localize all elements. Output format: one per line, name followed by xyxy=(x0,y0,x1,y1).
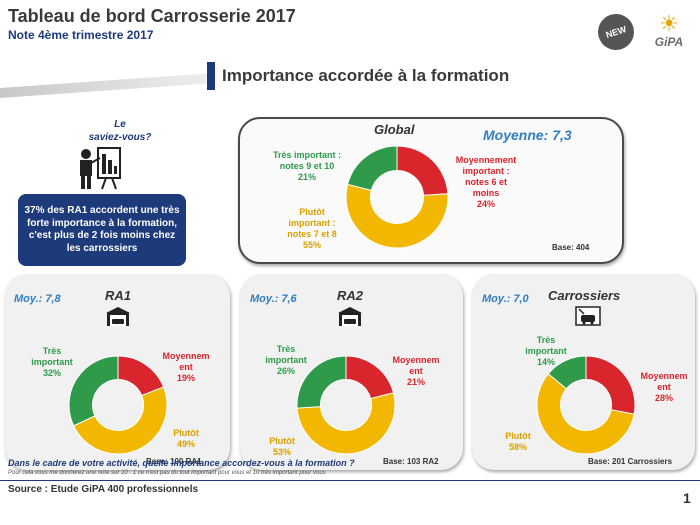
ra2-label-plutot: Plutôt 53% xyxy=(269,436,295,457)
fact-box: 37% des RA1 accordent une très forte imp… xyxy=(18,194,186,266)
ra1-donut xyxy=(68,355,168,455)
global-label-moyennement: Moyennement important : notes 6 et moins 24% xyxy=(455,155,517,209)
global-title: Global xyxy=(374,122,415,137)
carr-moyenne: Moy.: 7,0 xyxy=(482,293,529,305)
ra1-label-tres: Très important 32% xyxy=(31,346,73,378)
carr-base: Base: 201 Carrossiers xyxy=(588,457,673,466)
saviez-line-1: Le xyxy=(114,119,126,130)
ra2-label-tres: Très important 26% xyxy=(265,344,307,376)
sun-icon: ☀ xyxy=(659,11,679,36)
saviez-line-2: saviez-vous? xyxy=(88,132,152,143)
survey-question-note: Pour cela vous me donnerez une note sur … xyxy=(8,470,326,476)
donut-slice-plut-t xyxy=(296,392,396,455)
ra2-donut xyxy=(296,355,396,455)
carr-label-plutot: Plutôt 58% xyxy=(505,431,531,452)
saviez-heading: Le saviez-vous? xyxy=(60,118,180,144)
global-donut xyxy=(345,145,449,249)
carr-donut xyxy=(536,355,636,455)
page-title: Tableau de bord Carrosserie 2017 xyxy=(8,6,296,26)
donut-slice-plut-t xyxy=(72,386,168,455)
donut-slice-moyennement xyxy=(345,355,395,400)
ra2-moyenne: Moy.: 7,6 xyxy=(250,293,297,305)
survey-question: Dans le cadre de votre activité, quelle … xyxy=(8,458,355,468)
presenter-icon xyxy=(80,147,121,190)
carr-label-moyennement: Moyennem ent 28% xyxy=(640,371,688,403)
donut-slice-plut-t xyxy=(536,373,635,455)
global-moyenne: Moyenne: 7,3 xyxy=(483,127,572,143)
global-base: Base: 404 xyxy=(552,243,590,252)
donut-slice-tr-s-important xyxy=(346,145,398,192)
decorative-band xyxy=(0,73,210,98)
section-title: Importance accordée à la formation xyxy=(222,66,510,85)
global-label-plutot: Plutôt important : notes 7 et 8 55% xyxy=(287,207,337,250)
ra1-moyenne: Moy.: 7,8 xyxy=(14,293,61,305)
garage-icon xyxy=(106,307,130,326)
ra1-base: Base: 100 RA1 xyxy=(146,457,202,466)
ra2-label-moyennement: Moyennem ent 21% xyxy=(392,355,440,387)
donut-slice-moyennement-important xyxy=(396,145,449,196)
ra2-title: RA2 xyxy=(337,288,364,303)
donut-slice-tr-s-important xyxy=(296,355,347,409)
ra1-label-moyennement: Moyennem ent 19% xyxy=(162,351,210,383)
garage-icon xyxy=(338,307,362,326)
page-subtitle: Note 4ème trimestre 2017 xyxy=(8,28,154,42)
logo-text: GiPA xyxy=(654,35,684,49)
donut-slice-tr-s-important xyxy=(68,355,119,427)
page-number: 1 xyxy=(683,490,691,506)
footer-divider xyxy=(0,480,700,481)
carr-label-tres: Très important 14% xyxy=(525,335,567,367)
new-badge: NEW xyxy=(593,9,639,55)
source-text: Source : Etude GiPA 400 professionnels xyxy=(8,484,199,495)
ra1-title: RA1 xyxy=(105,288,132,303)
carr-title: Carrossiers xyxy=(548,288,621,303)
section-accent-bar xyxy=(207,62,215,90)
global-label-tres: Très important : notes 9 et 10 21% xyxy=(272,150,341,182)
ra1-label-plutot: Plutôt 49% xyxy=(173,428,199,449)
donut-slice-moyennement xyxy=(585,355,636,415)
ra2-base: Base: 103 RA2 xyxy=(383,457,439,466)
donut-slice-plut-t-important xyxy=(345,183,449,249)
gipa-logo: ☀ GiPA xyxy=(645,12,693,52)
donut-slice-tr-s-important xyxy=(547,355,587,390)
bodyshop-icon xyxy=(575,306,601,326)
